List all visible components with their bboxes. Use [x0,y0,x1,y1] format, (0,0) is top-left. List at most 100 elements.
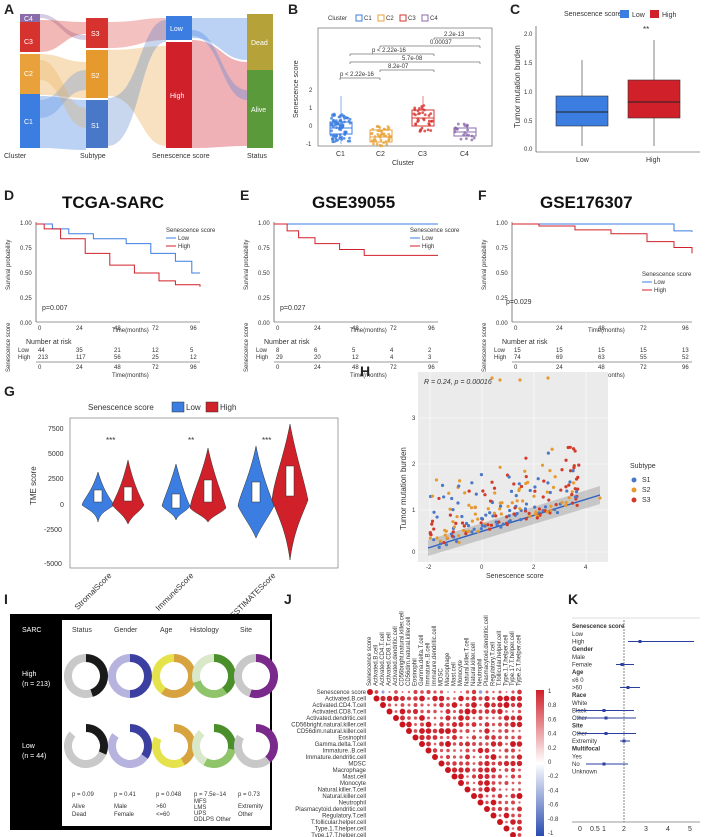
km-y-tick: 0.25 [258,296,270,302]
corr-cell [498,768,502,772]
scatter-point [524,456,528,460]
km-y-tick: 1.00 [258,221,270,227]
jitter-point [335,126,338,130]
panel-e-pvalue: p=0.027 [280,305,306,312]
i-leg-other-site: Other [238,812,253,818]
corr-cell [491,722,496,727]
forest-header: Race [572,693,587,699]
c-ytick-20: 2.0 [524,32,533,38]
scatter-point [576,487,580,491]
corr-cell [393,715,399,721]
jitter-point [341,125,345,129]
corr-cell [471,708,477,715]
jitter-point [372,139,375,142]
g-ytick-m5000: -5000 [44,561,62,568]
jitter-point [453,130,457,134]
scatter-point [432,510,436,514]
pval-4: 5.7e-08 [402,56,423,62]
jitter-point [429,112,433,116]
corr-cell [510,748,516,753]
corr-cell [412,734,419,741]
jitter-point [414,122,418,126]
scatter-point [467,489,471,493]
panel-b-letter: B [288,1,298,17]
corr-cell [425,728,432,734]
scatter-point [491,514,495,518]
corr-cell [453,697,456,700]
forest-x-tick: 0.5 [590,826,600,833]
corr-cell [511,735,515,740]
scatter-point [435,515,439,519]
scatter-point [532,494,536,498]
scatter-point [490,376,494,380]
forest-header: Senescence score [572,624,625,630]
scatter-point [577,463,581,467]
scatter-point [560,501,564,505]
corr-cell [465,690,470,694]
jitter-point [330,129,333,133]
scatter-point [467,529,471,533]
scatter-point [576,475,580,480]
sankey-axis-subtype: Subtype [80,153,106,160]
corr-cell [497,819,503,825]
corr-cell [472,729,476,733]
scatter-point [545,510,550,514]
panel-d-pvalue: p=0.007 [42,305,68,312]
panel-f-letter: F [478,187,487,203]
km-risk-high-value: 29 [276,355,283,361]
corr-cell [472,768,476,772]
scatter-point [567,483,571,487]
g-sig-estimate: *** [262,436,271,445]
corr-cell [446,722,450,727]
panel-h-letter: H [360,363,370,379]
km-curve-high [36,223,201,287]
km-risk-low-value: 15 [598,348,605,354]
scatter-point [570,501,575,505]
jitter-point [375,142,379,146]
corr-row-label: Activated.CD4.T.cell [312,703,366,709]
corr-cell [472,762,476,765]
corr-row-label: Monocyte [340,781,367,787]
corr-cell [478,722,483,727]
corr-cell [491,774,496,779]
corr-cell [484,780,490,786]
scatter-point [541,509,545,513]
corr-cell [518,788,521,791]
forest-label: White [572,701,588,707]
corr-row-label: Gamma.delta.T.cell [315,742,366,748]
scatter-point [498,507,502,511]
h-ytick-1: 1 [412,508,416,514]
km-y-tick: 0.50 [258,271,270,277]
corr-cell [465,741,470,747]
corr-cell [484,748,490,753]
jitter-point [330,116,333,120]
corr-cell [516,715,523,721]
km-risk-high-value: 12 [190,355,197,361]
panel-e-xlabel: Time(months) [350,328,387,334]
corr-cell [406,696,412,701]
scatter-point [553,475,557,479]
corr-cell [471,702,477,708]
panel-d-legend-title: Senescence score [166,228,216,234]
donut-segment [129,654,152,698]
forest-header: Gender [572,647,594,653]
corr-cell [484,702,490,708]
scatter-point [473,512,477,516]
scatter-point [564,500,568,505]
corr-cell [498,755,502,759]
panel-i-row-low: Low [22,743,36,750]
jitter-point [429,129,433,132]
km-risk-low-value: 21 [114,348,121,354]
corr-cell [464,708,471,715]
corr-cell [484,806,490,812]
corr-cell [439,748,444,753]
panel-c-sig: ** [643,25,649,34]
legend-c2: C2 [386,16,394,22]
scatter-point [518,507,522,511]
panel-d-legend-high: High [178,244,190,250]
corr-cell [438,695,445,702]
corr-cell [439,716,444,720]
corr-cell [484,735,490,740]
corr-cell [503,702,510,708]
forest-label: Extremity [572,739,597,745]
